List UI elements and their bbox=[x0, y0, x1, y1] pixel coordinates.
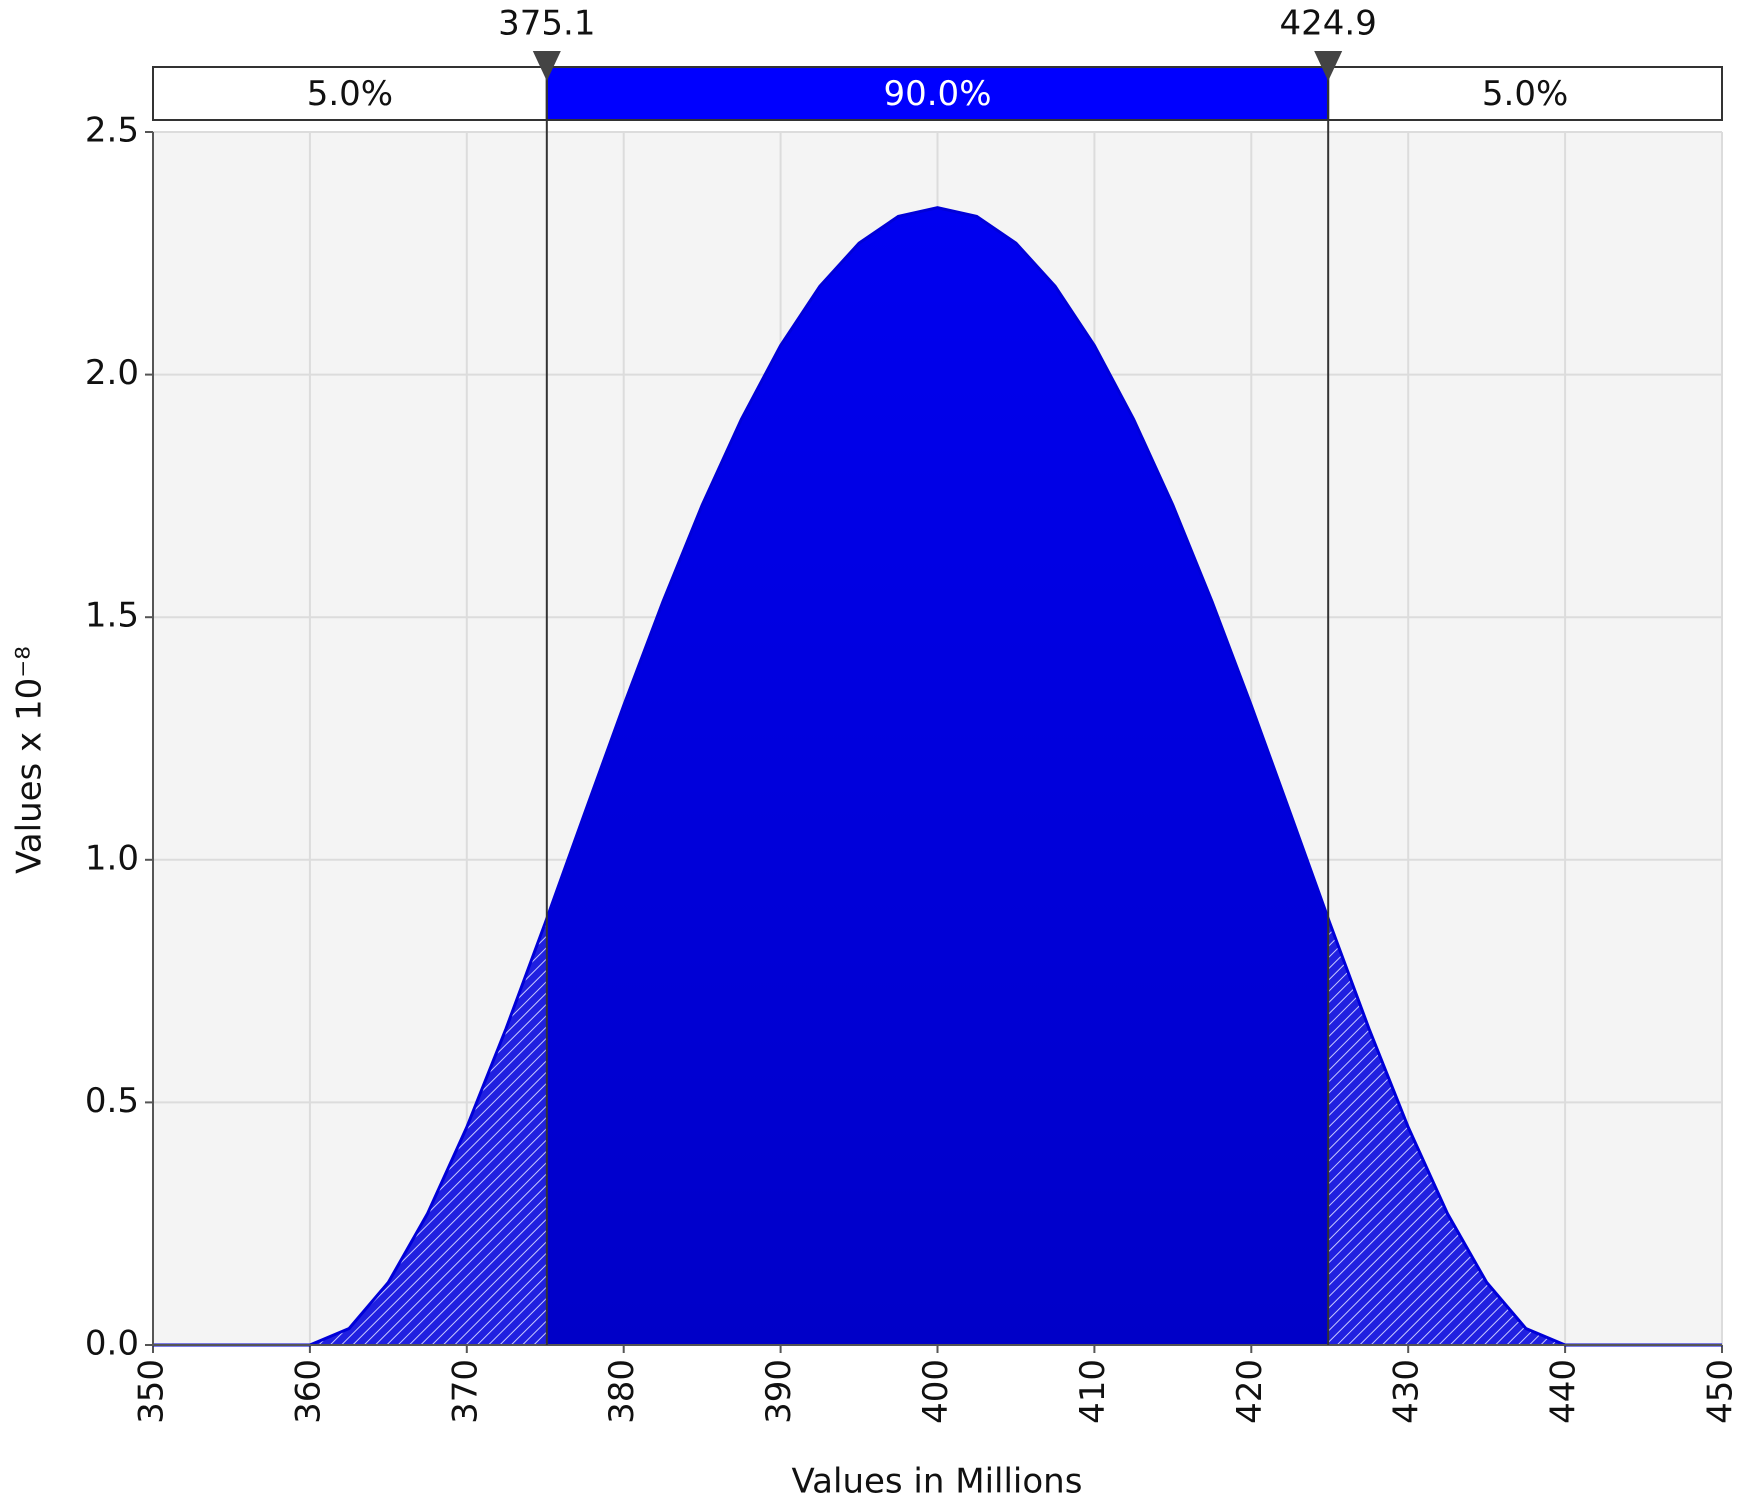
y-tick-label: 1.5 bbox=[85, 596, 139, 636]
x-tick-label: 390 bbox=[759, 1359, 799, 1424]
region-label: 5.0% bbox=[1482, 74, 1568, 114]
x-tick-label: 420 bbox=[1230, 1359, 1270, 1424]
marker-label: 424.9 bbox=[1280, 4, 1377, 44]
x-tick-label: 440 bbox=[1544, 1359, 1584, 1424]
x-tick-label: 410 bbox=[1073, 1359, 1113, 1424]
y-tick-label: 0.5 bbox=[85, 1081, 139, 1121]
x-tick-label: 370 bbox=[445, 1359, 485, 1424]
region-box bbox=[1327, 66, 1724, 121]
x-axis-label: Values in Millions bbox=[792, 1462, 1083, 1502]
y-axis-label: Values x 10⁻⁸ bbox=[10, 646, 50, 874]
region-label: 90.0% bbox=[883, 74, 991, 114]
region-label: 5.0% bbox=[307, 74, 393, 114]
marker-label: 375.1 bbox=[498, 4, 595, 44]
y-tick-label: 2.5 bbox=[85, 111, 139, 151]
y-tick-label: 0.0 bbox=[85, 1324, 139, 1364]
marker-handle bbox=[532, 51, 561, 81]
y-tick-label: 2.0 bbox=[85, 353, 139, 393]
x-tick-label: 380 bbox=[602, 1359, 642, 1424]
density-line bbox=[153, 206, 1722, 1347]
x-tick-label: 430 bbox=[1387, 1359, 1427, 1424]
x-tick-label: 360 bbox=[288, 1359, 328, 1424]
x-tick-label: 400 bbox=[916, 1359, 956, 1424]
marker-handle bbox=[1314, 51, 1343, 81]
density-center bbox=[546, 207, 1329, 1345]
y-tick-label: 1.0 bbox=[85, 838, 139, 878]
region-box bbox=[152, 66, 548, 121]
x-tick-label: 450 bbox=[1701, 1359, 1741, 1424]
x-tick-label: 350 bbox=[132, 1359, 172, 1424]
